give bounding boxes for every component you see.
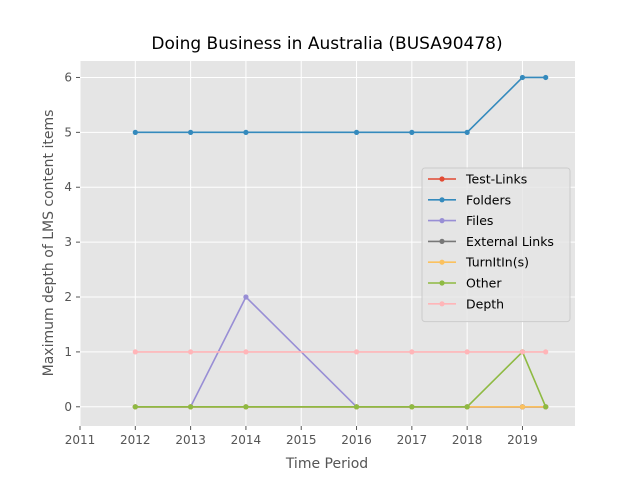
data-point [519, 349, 526, 355]
legend-entry: Files [428, 213, 493, 228]
data-point [409, 349, 415, 355]
data-point [353, 404, 360, 410]
data-point [243, 129, 249, 135]
data-point [243, 349, 249, 355]
legend-marker [439, 280, 445, 286]
y-tick-label: 3 [64, 235, 72, 249]
legend-box [421, 167, 571, 323]
legend-label: Files [466, 213, 493, 228]
data-point [132, 129, 138, 135]
y-tick-label: 5 [64, 125, 72, 139]
legend: Test-Links Folders Files External Links Turn… [421, 167, 571, 323]
data-point [409, 129, 415, 135]
legend-entry: Folders [428, 192, 511, 207]
data-point [543, 74, 549, 81]
legend-marker [439, 238, 445, 244]
legend-entry: External Links [428, 234, 554, 249]
series-folders [132, 74, 549, 135]
series-line [135, 76, 546, 134]
x-tick-label: 2017 [397, 433, 428, 447]
data-point [132, 349, 138, 355]
data-point [132, 404, 138, 410]
x-tick-label: 2018 [452, 433, 483, 447]
legend-marker [439, 197, 445, 203]
x-tick-label: 2019 [507, 433, 538, 447]
legend-marker [439, 176, 445, 182]
legend-label: Other [466, 276, 502, 291]
series-layer [132, 74, 549, 410]
y-tick-label: 1 [64, 345, 72, 359]
x-axis-label: Time Period [285, 456, 368, 472]
legend-marker [439, 218, 445, 224]
data-point [543, 349, 549, 355]
data-point [519, 74, 526, 81]
data-point [519, 404, 526, 410]
legend-entry: TurnItIn(s) [428, 255, 529, 270]
legend-entry: Test-Links [428, 172, 527, 187]
legend-entry: Other [428, 276, 502, 291]
data-point [243, 404, 249, 410]
y-tick-label: 0 [64, 400, 72, 414]
data-point [464, 129, 470, 135]
series-line [135, 351, 547, 408]
x-tick-label: 2014 [231, 433, 262, 447]
data-point [464, 404, 470, 410]
x-tick-label: 2016 [341, 433, 372, 447]
data-point [188, 129, 194, 135]
legend-label: External Links [466, 234, 554, 249]
data-point [464, 349, 470, 355]
series-depth [132, 349, 549, 355]
x-tick-label: 2013 [175, 433, 206, 447]
data-point [409, 404, 415, 410]
x-tick-label: 2012 [120, 433, 151, 447]
x-tick-label: 2015 [286, 433, 317, 447]
legend-entry: Depth [428, 296, 504, 311]
y-axis-label: Maximum depth of LMS content items [41, 110, 57, 377]
data-point [353, 349, 360, 355]
legend-label: Folders [466, 192, 511, 207]
data-point [353, 129, 360, 135]
legend-label: TurnItIn(s) [465, 255, 529, 270]
data-point [188, 404, 194, 410]
chart-title: Doing Business in Australia (BUSA90478) [151, 34, 502, 54]
data-point [188, 349, 194, 355]
x-tick-label: 2011 [65, 433, 96, 447]
y-tick-label: 4 [64, 180, 72, 194]
y-tick-label: 2 [64, 290, 72, 304]
legend-label: Test-Links [465, 172, 527, 187]
legend-label: Depth [466, 296, 504, 311]
legend-marker [439, 259, 445, 265]
legend-marker [439, 301, 445, 307]
y-axis-ticks: 0 1 2 3 4 5 6 [64, 70, 80, 414]
data-point [543, 404, 549, 410]
data-point [243, 294, 249, 300]
y-tick-label: 6 [64, 70, 72, 84]
x-axis-ticks: 2011 2012 2013 2014 2015 2016 2017 2018 2019 [65, 426, 538, 447]
